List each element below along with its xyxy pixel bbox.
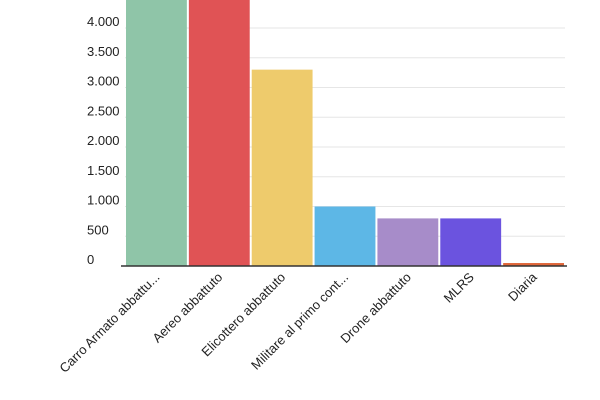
bar [126,0,187,266]
y-tick-label: 3.500 [87,44,120,59]
bar [251,69,313,267]
y-tick-label: 1.500 [87,163,120,178]
y-tick-label: 3.000 [87,74,120,89]
bar [440,218,502,266]
y-tick-label: 4.000 [87,14,120,29]
bar [377,218,439,266]
x-tick-label: Carro Armato abbattu... [56,270,162,376]
x-tick-label: MLRS [441,269,477,305]
bar [188,0,250,266]
y-tick-label: 0 [87,252,94,267]
y-axis-ticks: 0 500 1.000 1.500 2.000 2.500 3.000 3.500 4.000 [87,14,120,267]
bar [503,263,564,266]
y-tick-label: 2.500 [87,103,120,118]
x-axis-ticks: Carro Armato abbattu...Aereo abbattutoEl… [56,269,540,376]
y-tick-label: 2.000 [87,133,120,148]
bars [126,0,564,267]
x-tick-label: Diaria [505,269,540,304]
y-tick-label: 500 [87,222,109,237]
bar [314,206,376,266]
y-tick-label: 1.000 [87,193,120,208]
